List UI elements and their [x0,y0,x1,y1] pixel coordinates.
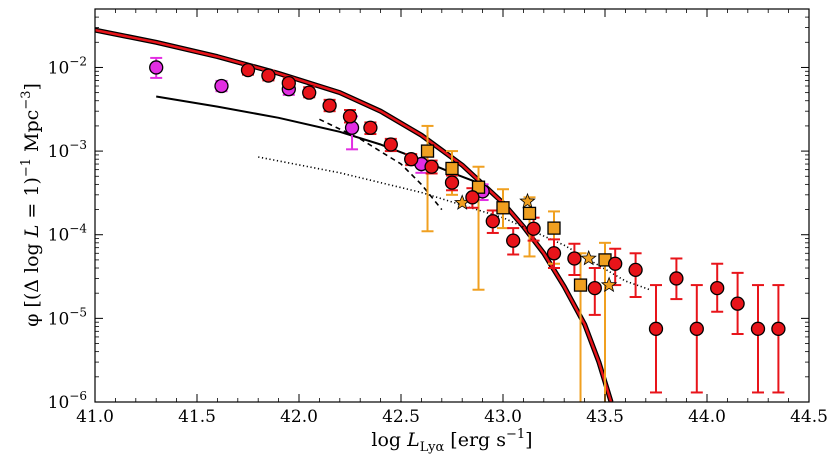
data-point-square [547,221,561,235]
data-point-circle [567,251,582,266]
data-point-circle [587,280,602,296]
data-point-circle [771,321,786,336]
fit-line-red [95,28,613,402]
data-point-circle [424,159,439,174]
y-tick-label: 10−4 [48,222,88,246]
x-tick-label: 42.5 [382,407,420,427]
data-point-star [580,249,597,266]
data-point-square [522,206,537,221]
data-point-square [420,144,435,158]
x-tick-label: 43.0 [484,407,522,427]
data-point-circle [648,321,664,336]
data-point-circle [149,60,164,75]
data-point-circle [322,98,337,113]
data-point-circle [750,321,766,336]
data-point-circle [730,296,745,311]
data-point-square [445,161,459,176]
data-point-star [600,276,618,293]
data-point-circle [281,75,296,91]
x-tick-label: 41.5 [178,407,216,427]
data-point-circle [363,120,378,135]
data-point-circle [608,256,623,271]
data-point-circle [261,68,276,83]
data-point-circle [485,214,500,229]
y-tick-label: 10−6 [48,389,87,413]
x-tick-label: 41.0 [76,407,114,427]
data-point-circle [546,246,562,261]
x-tick-label: 43.5 [586,407,624,427]
plot-frame [94,8,810,403]
y-axis-label: φ [(Δ log L = 1)−1 Mpc−3] [19,83,43,327]
y-tick-label: 10−5 [48,305,87,329]
axis-ticks [94,8,810,403]
data-point-circle [404,152,419,167]
y-tick-label: 10−3 [48,138,87,162]
x-tick-label: 42.0 [280,407,318,427]
x-tick-label: 44.0 [688,407,726,427]
data-point-star [519,192,536,209]
data-point-circle [465,190,480,205]
x-axis-label: log LLyα [erg s−1] [371,427,532,455]
data-point-square [573,278,588,292]
data-point-circle [710,280,725,296]
y-tick-label: 10−2 [48,54,87,78]
data-point-circle [526,221,541,236]
data-markers [149,60,786,336]
data-point-square [471,180,486,194]
data-point-square [496,201,510,215]
data-point-circle [689,321,704,336]
data-point-circle [444,175,460,190]
data-point-circle [342,109,358,124]
data-point-circle [628,262,643,278]
x-tick-label: 44.5 [790,407,828,427]
data-point-circle [302,85,317,100]
data-point-circle [383,137,398,152]
data-point-circle [669,271,684,286]
data-point-circle [240,62,256,78]
data-point-circle [506,233,521,248]
tick-labels: 41.0 41.5 42.0 42.5 43.0 43.5 44.0 44.5 10−6 10−5… [48,54,828,427]
data-point-circle [214,78,229,94]
